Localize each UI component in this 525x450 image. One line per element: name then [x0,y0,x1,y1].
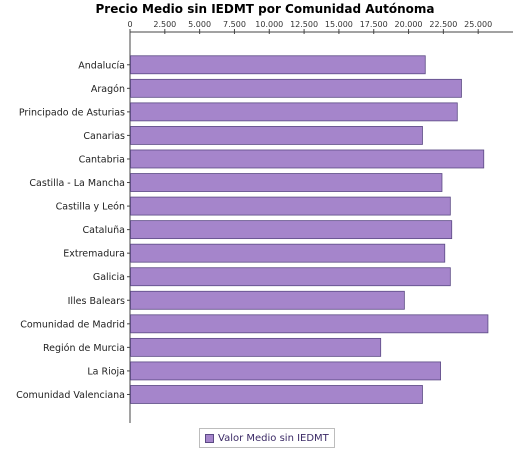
bar [130,55,426,75]
category-label: Illes Balears [68,296,125,307]
legend: Valor Medio sin IEDMT [199,428,335,448]
chart-title: Precio Medio sin IEDMT por Comunidad Aut… [96,2,435,16]
category-label: Aragón [91,84,125,95]
x-tick-label: 20.000 [395,20,423,29]
bar [130,361,441,381]
x-tick-label: 10.000 [255,20,283,29]
bar [130,337,382,357]
x-tick-label: 15.000 [325,20,353,29]
legend-label: Valor Medio sin IEDMT [218,432,329,444]
bar [130,314,489,334]
category-label: Extremadura [63,249,125,260]
x-tick-label: 7.500 [223,20,246,29]
category-label: Comunidad Valenciana [16,390,125,401]
x-tick-label: 25.000 [464,20,492,29]
category-label: Castilla - La Mancha [29,178,125,189]
x-tick-label: 17.500 [360,20,388,29]
x-tick-label: 12.500 [290,20,318,29]
bar [130,243,446,263]
bar [130,78,462,98]
x-tick-label: 22.500 [429,20,457,29]
bar [130,102,458,122]
bar [130,267,451,287]
bar [130,126,423,145]
bar [130,196,451,216]
category-label: Principado de Asturias [19,107,125,118]
bar [130,385,423,404]
x-tick-label: 2.500 [153,20,176,29]
x-tick-label: 0 [127,20,132,29]
category-label: Canarias [83,131,125,142]
bars [130,55,489,404]
category-label: Galicia [93,272,125,283]
bar [130,149,485,169]
category-label: Comunidad de Madrid [20,319,125,330]
x-axis: 0 2.500 5.000 7.500 10.000 12.500 15.000 17.500… [127,20,513,34]
category-label: Castilla y León [56,202,125,213]
bar [130,290,405,310]
legend-swatch [205,433,214,443]
category-label: Cataluña [82,225,125,236]
bar [130,173,443,192]
y-axis: Andalucía Aragón Principado de Asturias Can… [16,32,131,423]
category-label: Cantabria [79,154,125,165]
category-label: Región de Murcia [43,343,125,354]
category-label: Andalucía [78,60,125,71]
category-label: La Rioja [87,366,125,377]
bar [130,220,453,240]
x-tick-label: 5.000 [188,20,211,29]
